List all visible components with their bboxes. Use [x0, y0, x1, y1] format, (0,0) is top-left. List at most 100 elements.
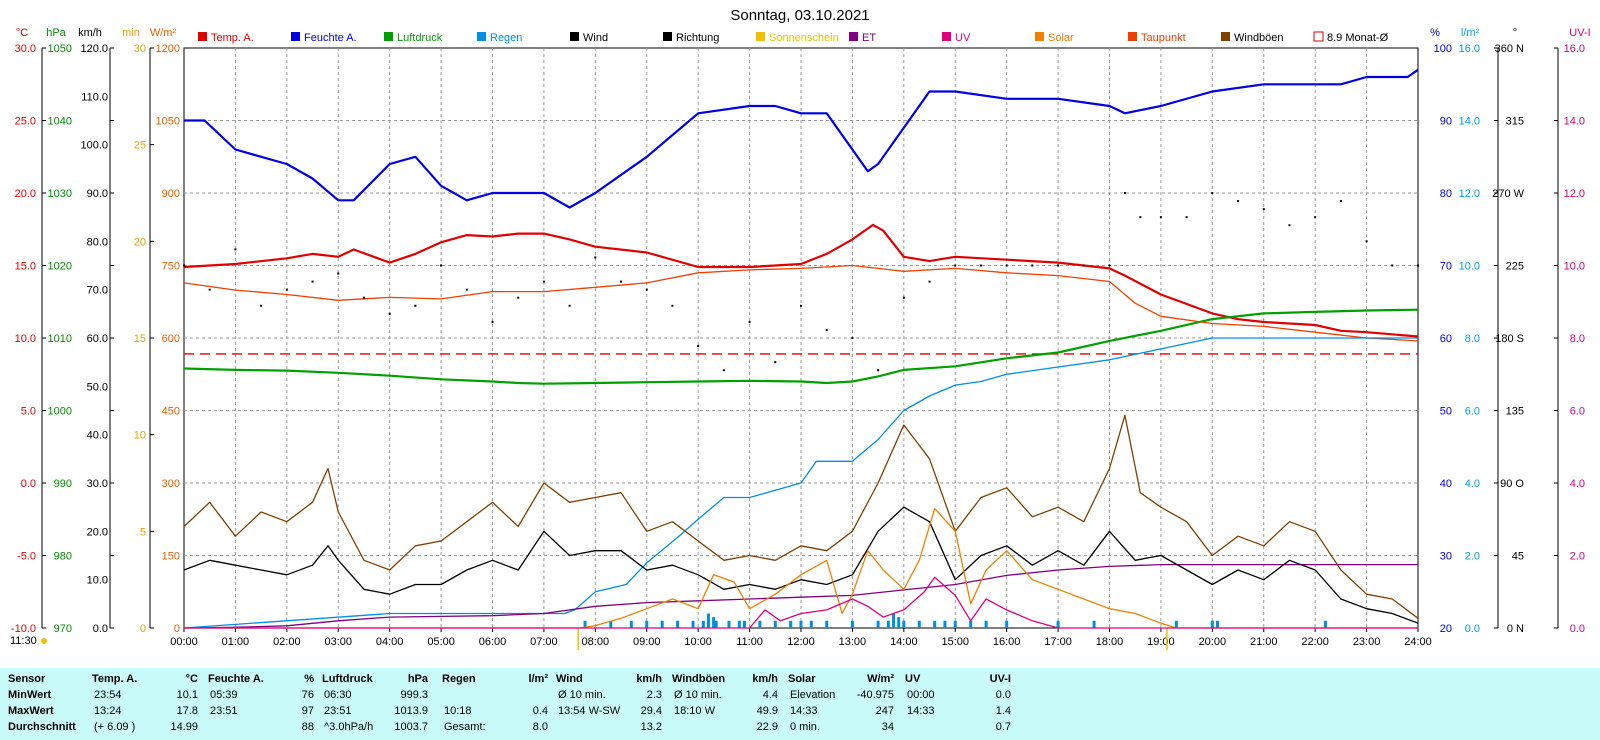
rain-bar — [799, 620, 803, 628]
axis-tick-label: 300 — [162, 478, 180, 490]
axis-tick-label: 30 — [134, 43, 146, 55]
rain-bar — [892, 613, 896, 628]
rain-bar — [1092, 620, 1096, 628]
axis-tick-label: 14.0 — [1459, 116, 1480, 128]
stats-cell-label: Elevation — [790, 689, 836, 701]
legend-label: Luftdruck — [397, 32, 443, 44]
axis-tick-label: 90 O — [1500, 478, 1524, 490]
rain-bar — [1215, 620, 1219, 628]
legend: Temp. A. Feuchte A. Luftdruck Regen Wind Rich… — [198, 31, 1389, 44]
axis-tick-label: 20 — [1440, 623, 1452, 635]
rain-bar — [943, 620, 947, 628]
axis-tick-label: 25.0 — [15, 116, 36, 128]
stats-cell-value: 76 — [301, 689, 314, 701]
axis-tick-label: 30.0 — [87, 478, 108, 490]
axis-tick-label: 45 — [1512, 551, 1524, 563]
axis-unit-label: hPa — [46, 27, 66, 39]
axis-tick-label: 100 — [1434, 43, 1452, 55]
direction-point — [671, 304, 674, 307]
series-line-solar — [184, 507, 1418, 629]
axis-tick-label: 0 — [140, 623, 146, 635]
direction-point — [208, 288, 211, 291]
stats-cell-label: 23:51 — [210, 705, 238, 717]
axis-tick-label: 60 — [1440, 333, 1452, 345]
axis-tick-label: 25 — [134, 140, 146, 152]
axis-tick-label: 1050 — [48, 43, 72, 55]
axis-tick-label: 50.0 — [87, 381, 108, 393]
rain-bar — [886, 620, 890, 628]
axis-tick-label: 0.0 — [93, 623, 108, 635]
direction-point — [722, 369, 725, 372]
stats-cell-value: -40.975 — [856, 689, 894, 701]
rain-bar — [933, 620, 937, 628]
x-tick-label: 00:00 — [170, 636, 198, 648]
axis-tick-label: 970 — [54, 623, 72, 635]
direction-point — [1123, 192, 1126, 194]
legend-label: Feuchte A. — [304, 32, 357, 44]
stats-group-unit: % — [304, 673, 314, 685]
x-tick-label: 17:00 — [1044, 636, 1072, 648]
stats-group-head: UV — [905, 673, 921, 685]
axis-tick-label: 60.0 — [87, 333, 108, 345]
axis-tick-label: 50 — [1440, 406, 1452, 418]
legend-label: Solar — [1048, 32, 1074, 44]
stats-group-unit: W/m² — [867, 673, 894, 685]
stats-cell-label: 14:33 — [790, 705, 818, 717]
direction-point — [877, 369, 880, 372]
stats-cell-value: 13.2 — [640, 721, 662, 733]
rain-bar — [917, 620, 921, 628]
rain-bar — [701, 620, 705, 628]
stats-cell-value: 49.9 — [756, 705, 778, 717]
rain-bar — [876, 620, 880, 628]
direction-point — [851, 337, 854, 339]
legend-swatch — [477, 32, 486, 41]
direction-point — [465, 288, 468, 291]
rain-bar — [609, 620, 613, 628]
stats-cell-value: 88 — [301, 721, 314, 733]
legend-swatch — [384, 32, 393, 41]
stats-cell-value: 0.7 — [995, 721, 1011, 733]
weather-chart: Sonntag, 03.10.2021 00:00 01:00 02:00 03:00… — [10, 7, 1591, 650]
series-line-temp-a- — [183, 223, 1419, 338]
axis-tick-label: 0 — [174, 623, 180, 635]
axis-unit-label: % — [1430, 27, 1440, 39]
stats-cell-label: 06:30 — [324, 689, 352, 701]
legend-swatch — [663, 32, 672, 41]
stats-cell-value: 97 — [301, 705, 314, 717]
direction-point — [1185, 216, 1188, 219]
direction-point — [1262, 208, 1265, 211]
stats-cell-value: 4.4 — [762, 689, 778, 701]
x-tick-label: 07:00 — [530, 636, 558, 648]
axis-tick-label: 1040 — [48, 116, 72, 128]
row-label-avg: Durchschnitt — [8, 721, 76, 733]
series-line-windb-en — [183, 414, 1419, 619]
stats-cell-label: (+ 6.09 ) — [94, 721, 136, 733]
rain-bar — [1210, 620, 1214, 628]
axis-tick-label: 6.0 — [1570, 406, 1585, 418]
direction-point — [362, 296, 365, 299]
rain-bar — [850, 620, 854, 628]
rain-bar — [645, 620, 649, 628]
rain-bar — [773, 620, 777, 628]
stats-cell-value: 247 — [875, 705, 894, 717]
rain-bar — [737, 620, 741, 628]
direction-point — [1139, 216, 1142, 219]
stats-cell-value: 14.99 — [170, 721, 198, 733]
axis-tick-label: 1200 — [156, 43, 180, 55]
direction-point — [620, 280, 623, 283]
axis-tick-label: 10.0 — [15, 333, 36, 345]
rain-bar — [583, 620, 587, 628]
axis-tick-label: 40.0 — [87, 430, 108, 442]
stats-cell-label: 00:00 — [907, 689, 935, 701]
axis-tick-label: 10.0 — [87, 575, 108, 587]
rain-bar — [706, 613, 710, 628]
stats-group-head: Temp. A. — [92, 673, 138, 685]
axis-tick-label: 1050 — [156, 116, 180, 128]
row-label-max: MaxWert — [8, 705, 54, 717]
series-line-luftdruck — [183, 308, 1419, 385]
direction-point — [1082, 264, 1085, 267]
rain-bar — [1323, 620, 1327, 628]
series-line-feuchte-a- — [184, 68, 1419, 209]
legend-swatch — [291, 32, 300, 41]
legend-label: UV — [955, 32, 971, 44]
